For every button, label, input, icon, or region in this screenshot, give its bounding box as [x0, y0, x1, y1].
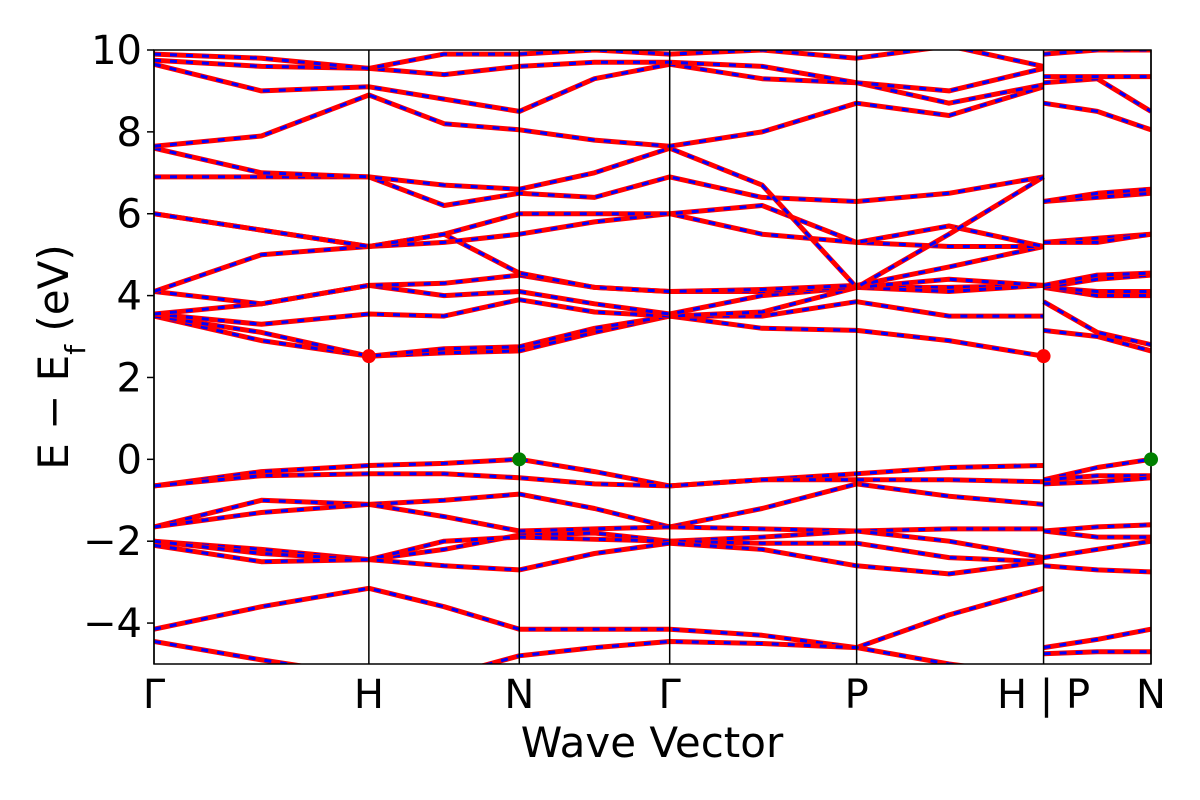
extremum-point	[512, 452, 527, 467]
band	[154, 84, 1151, 149]
x-tick-label: N	[1136, 672, 1166, 718]
x-axis-label: Wave Vector	[521, 718, 784, 767]
y-label-sub: f	[59, 344, 92, 355]
y-tick-label: 0	[117, 437, 142, 483]
band-dash	[154, 640, 1151, 664]
y-tick-label: 10	[91, 28, 142, 74]
band	[154, 61, 1151, 114]
y-tick-label: 2	[117, 355, 142, 401]
extremum-point	[361, 349, 376, 364]
plot-frame	[153, 49, 1152, 665]
y-tick-label: 4	[117, 274, 142, 320]
band-dash	[154, 476, 1151, 529]
band-dash	[154, 204, 1151, 248]
y-label-unit: (eV)	[29, 244, 78, 345]
band-dash	[154, 85, 1151, 148]
band-dash	[154, 541, 1151, 576]
x-tick-label: H | P	[997, 672, 1090, 718]
band	[154, 57, 1151, 94]
band-dash	[154, 212, 1151, 248]
band-dash	[154, 58, 1151, 93]
y-tick-label: −2	[83, 519, 142, 565]
band-dash	[154, 586, 1151, 650]
y-tick-label: −4	[83, 601, 142, 647]
band-dash	[154, 535, 1151, 564]
y-tick-label: 8	[117, 110, 142, 156]
band	[154, 203, 1151, 249]
band-dash	[154, 300, 1151, 358]
band	[154, 585, 1151, 651]
x-tick-label: Γ	[659, 672, 682, 718]
x-tick-label: H	[354, 672, 384, 718]
band-dash	[154, 232, 1151, 293]
band-dash	[154, 314, 1151, 358]
band-dash	[154, 502, 1151, 533]
extremum-point	[1144, 452, 1158, 467]
y-tick-label: 6	[117, 192, 142, 238]
band-dash	[154, 146, 1151, 289]
x-tick-label: P	[845, 672, 869, 718]
band-dash	[154, 50, 1151, 70]
y-axis-label: E − Ef (eV)	[29, 244, 92, 470]
x-tick-label: N	[504, 672, 534, 718]
band-dash	[154, 273, 1151, 306]
band-dash	[154, 457, 1151, 488]
plot-area	[154, 50, 1151, 664]
y-label-main: E − E	[29, 355, 78, 470]
extremum-point	[1036, 349, 1051, 364]
x-tick-label: Γ	[143, 672, 166, 718]
band-dash	[154, 472, 1151, 488]
band	[154, 211, 1151, 249]
